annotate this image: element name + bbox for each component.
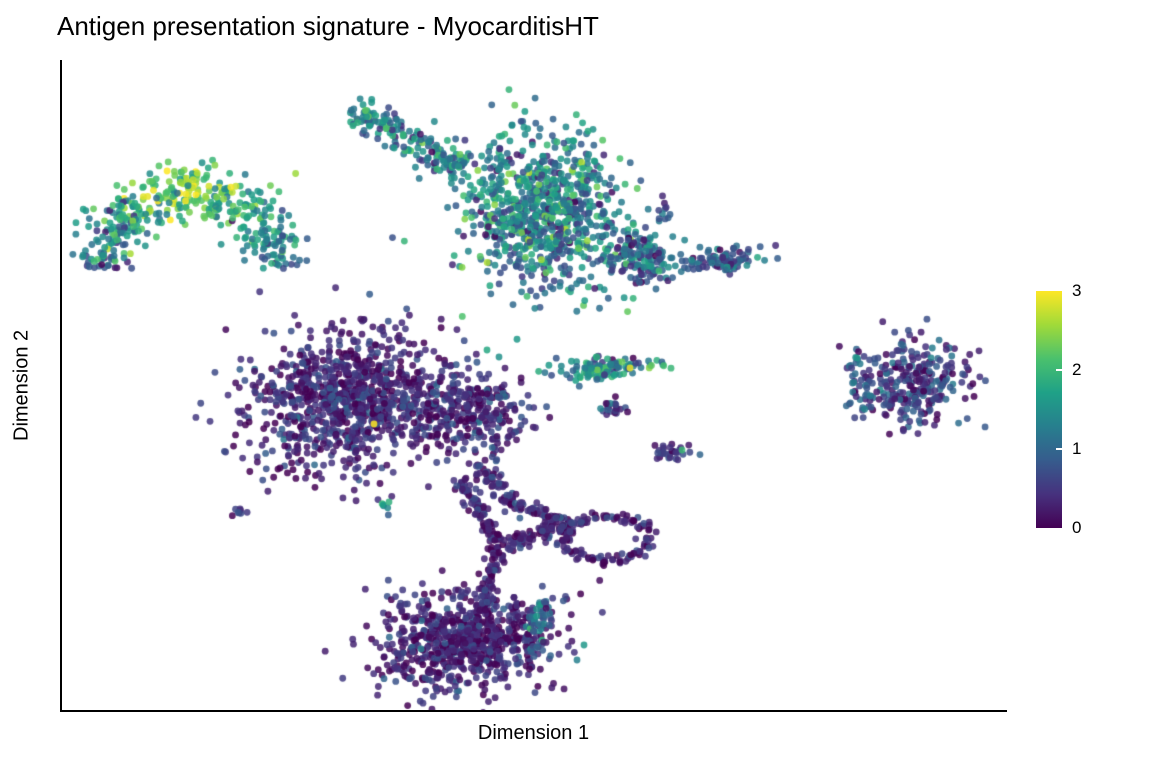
chart-title: Antigen presentation signature - Myocard… [57,11,599,41]
colorbar-tick-mark [1056,448,1062,450]
colorbar-gradient [1036,291,1062,528]
plot-panel [60,60,1007,712]
y-axis-label: Dimension 2 [10,329,33,441]
colorbar-tick-label: 0 [1072,518,1082,537]
colorbar-tick-label: 1 [1072,439,1082,458]
scatter-points-canvas [62,60,1007,710]
colorbar: 3 2 1 0 [1036,282,1106,537]
colorbar-tick-label: 2 [1072,360,1082,379]
x-axis-label: Dimension 1 [477,722,590,744]
colorbar-tick-label: 3 [1072,281,1082,300]
colorbar-tick-mark [1056,369,1062,371]
